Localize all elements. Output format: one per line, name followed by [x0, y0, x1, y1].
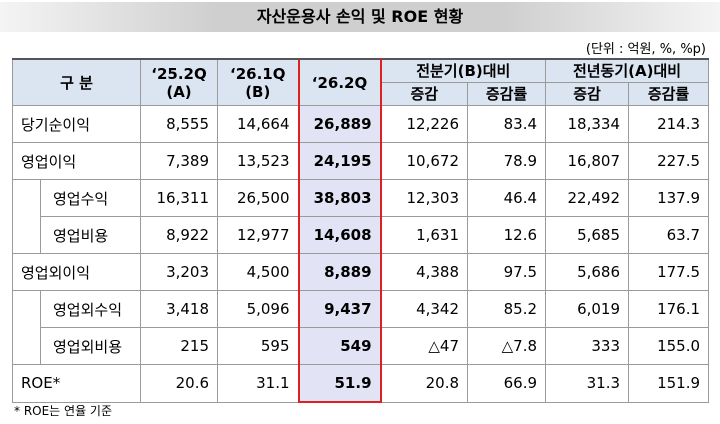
cell: 6,019 — [545, 290, 630, 328]
header-subtext: (A) — [166, 82, 192, 101]
cell: △47 — [380, 327, 469, 365]
table-row: 영업수익 16,311 26,500 38,803 12,303 46.4 22,492 13… — [12, 179, 710, 254]
table-row: 영업비용 8,922 12,977 14,608 1,631 12.6 5,685 63.7 — [13, 216, 710, 254]
cell: 31.1 — [217, 364, 300, 403]
header-subtext: (B) — [245, 82, 271, 101]
cell: 10,672 — [380, 142, 469, 180]
cell: 151.9 — [628, 364, 710, 403]
cell: 3,203 — [140, 253, 219, 291]
cell: 18,334 — [545, 105, 630, 143]
cell: 215 — [140, 327, 219, 365]
cell: 214.3 — [628, 105, 710, 143]
table-header: 구 분 ‘25.2Q (A) ‘26.1Q (B) ‘26.2Q 전분기(B)대비 전년동기(… — [11, 58, 710, 106]
indent-cell — [12, 179, 41, 254]
cell: 155.0 — [628, 327, 710, 365]
cell: 31.3 — [545, 364, 630, 403]
cell: 5,685 — [545, 216, 630, 254]
row-label: 영업외수익 — [39, 290, 142, 328]
cell: 14,608 — [297, 216, 382, 254]
header-cell: ‘26.2Q — [297, 58, 382, 106]
header-cell: ‘25.2Q (A) — [140, 58, 219, 106]
cell: 9,437 — [297, 290, 382, 328]
row-label: 영업외비용 — [39, 327, 142, 365]
header-cell: ‘26.1Q (B) — [217, 58, 300, 106]
cell: 227.5 — [628, 142, 710, 180]
cell: 63.7 — [628, 216, 710, 254]
cell: 66.9 — [467, 364, 547, 403]
row-label: 당기순이익 — [11, 105, 142, 143]
cell: 137.9 — [628, 179, 710, 217]
cell: 13,523 — [217, 142, 300, 180]
cell: 38,803 — [297, 179, 382, 217]
cell: 97.5 — [467, 253, 547, 291]
cell: 7,389 — [140, 142, 219, 180]
header-cell: 증감률 — [628, 82, 710, 106]
row-label: 영업수익 — [39, 179, 142, 217]
cell: 24,195 — [297, 142, 382, 180]
cell: 12,303 — [380, 179, 469, 217]
cell: 8,555 — [140, 105, 219, 143]
table-row: ROE* 20.6 31.1 51.9 20.8 66.9 31.3 151.9 — [11, 364, 710, 403]
cell: 46.4 — [467, 179, 547, 217]
cell: 4,388 — [380, 253, 469, 291]
header-text: ‘26.2Q — [311, 73, 368, 92]
cell: 3,418 — [140, 290, 219, 328]
cell: 14,664 — [217, 105, 300, 143]
row-label: 영업비용 — [39, 216, 142, 254]
cell: 12.6 — [467, 216, 547, 254]
cell: 8,922 — [140, 216, 219, 254]
cell: 26,500 — [217, 179, 300, 217]
cell: 16,311 — [140, 179, 219, 217]
table-row: 영업외비용 215 595 549 △47 △7.8 333 155.0 — [13, 327, 710, 365]
header-text: ‘25.2Q — [151, 64, 207, 83]
cell: 51.9 — [297, 364, 382, 403]
cell: 4,342 — [380, 290, 469, 328]
header-cell: 구 분 — [11, 58, 142, 106]
cell: 78.9 — [467, 142, 547, 180]
cell: 20.6 — [140, 364, 219, 403]
table: 구 분 ‘25.2Q (A) ‘26.1Q (B) ‘26.2Q 전분기(B)대비 전년동기(… — [11, 58, 710, 403]
cell: 85.2 — [467, 290, 547, 328]
cell: 12,226 — [380, 105, 469, 143]
title: 자산운용사 손익 및 ROE 현황 — [0, 2, 720, 32]
header-row: 구 분 ‘25.2Q (A) ‘26.1Q (B) ‘26.2Q 전분기(B)대비 전년동기(… — [11, 58, 710, 106]
cell: 595 — [217, 327, 300, 365]
cell: 22,492 — [545, 179, 630, 217]
cell: 333 — [545, 327, 630, 365]
header-cell: 증감 — [545, 82, 630, 106]
row-label: ROE* — [11, 364, 142, 403]
table-body: 당기순이익 8,555 14,664 26,889 12,226 83.4 18,334 21… — [11, 105, 710, 403]
header-cell: 전년동기(A)대비 — [545, 58, 710, 83]
header-row: 증감 증감률 증감 증감률 — [13, 82, 710, 106]
header-text: ‘26.1Q — [230, 64, 286, 83]
cell: △7.8 — [467, 327, 547, 365]
unit-note: (단위 : 억원, %, %p) — [585, 42, 706, 57]
cell: 176.1 — [628, 290, 710, 328]
header-cell: 전분기(B)대비 — [380, 58, 547, 83]
cell: 5,686 — [545, 253, 630, 291]
cell: 4,500 — [217, 253, 300, 291]
row-label: 영업외이익 — [11, 253, 142, 291]
cell: 83.4 — [467, 105, 547, 143]
cell: 12,977 — [217, 216, 300, 254]
table-row: 영업외수익 3,418 5,096 9,437 4,342 85.2 6,019 176.1 — [12, 290, 710, 365]
cell: 26,889 — [297, 105, 382, 143]
indent-cell — [12, 290, 41, 365]
table-row: 영업이익 7,389 13,523 24,195 10,672 78.9 16,807 227… — [11, 142, 710, 180]
cell: 20.8 — [380, 364, 469, 403]
cell: 5,096 — [217, 290, 300, 328]
header-cell: 증감률 — [467, 82, 547, 106]
cell: 8,889 — [297, 253, 382, 291]
cell: 1,631 — [380, 216, 469, 254]
table-row: 당기순이익 8,555 14,664 26,889 12,226 83.4 18,334 21… — [11, 105, 710, 143]
cell: 549 — [297, 327, 382, 365]
row-label: 영업이익 — [11, 142, 142, 180]
cell: 16,807 — [545, 142, 630, 180]
table-row: 영업외이익 3,203 4,500 8,889 4,388 97.5 5,686 177.5 — [11, 253, 710, 291]
footnote: * ROE는 연율 기준 — [14, 404, 113, 418]
header-cell: 증감 — [380, 82, 469, 106]
cell: 177.5 — [628, 253, 710, 291]
